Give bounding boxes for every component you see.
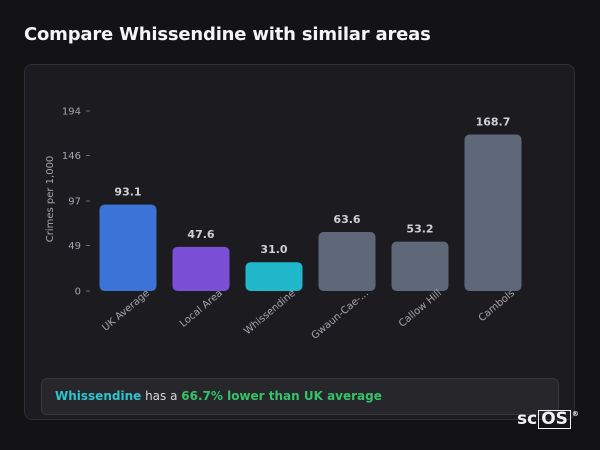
category-label-uk-average: UK Average: [100, 288, 152, 334]
bars-group: [99, 134, 522, 291]
chart-card: 0 49 97 146 194 Crimes per 1,000 93.1 47.6 31.…: [24, 64, 575, 420]
y-tick-label: 194: [62, 107, 81, 118]
value-label-cambols: 168.7: [476, 115, 511, 128]
category-label-gwaun-cae: Gwaun-Cae-...: [310, 288, 371, 342]
category-label-callow-hill: Callow Hill: [397, 288, 444, 330]
bar-callow-hill[interactable]: [391, 241, 449, 291]
value-label-uk-average: 93.1: [114, 186, 141, 199]
category-label-cambols: Cambols: [477, 288, 517, 324]
y-axis-title: Crimes per 1,000: [45, 156, 56, 243]
bar-chart: 0 49 97 146 194 Crimes per 1,000 93.1 47.6 31.…: [45, 107, 522, 342]
logo-prefix: sc: [517, 409, 538, 429]
summary-stat: 66.7% lower than UK average: [181, 389, 382, 403]
bar-local-area[interactable]: [172, 246, 230, 291]
logo-registered-mark: ®: [571, 410, 579, 418]
bar-cambols[interactable]: [464, 134, 522, 291]
category-label-local-area: Local Area: [178, 288, 225, 330]
value-label-local-area: 47.6: [187, 228, 214, 241]
y-tick-label: 0: [75, 287, 81, 298]
bar-uk-average[interactable]: [99, 204, 157, 291]
logo-boxed: OS: [538, 409, 571, 429]
y-tick-label: 97: [68, 197, 81, 208]
y-tick-label: 49: [68, 241, 81, 252]
summary-area-name: Whissendine: [55, 389, 142, 403]
summary-box: Whissendine has a 66.7% lower than UK av…: [41, 378, 559, 415]
category-labels-group: UK Average Local Area Whissendine Gwaun-Cae…: [100, 288, 517, 342]
page-title: Compare Whissendine with similar areas: [24, 24, 431, 45]
value-label-callow-hill: 53.2: [406, 223, 433, 236]
value-label-gwaun-cae: 63.6: [333, 213, 360, 226]
y-tick-label: 146: [62, 151, 81, 162]
bar-whissendine[interactable]: [245, 262, 303, 291]
y-axis: 0 49 97 146 194: [62, 107, 90, 298]
value-label-whissendine: 31.0: [260, 243, 287, 256]
scos-logo: sc OS ®: [517, 409, 579, 429]
category-label-whissendine: Whissendine: [242, 288, 298, 337]
value-labels-group: 93.1 47.6 31.0 63.6 53.2 168.7: [114, 115, 510, 256]
bar-gwaun-cae[interactable]: [318, 231, 376, 291]
summary-middle-text: has a: [141, 389, 182, 403]
